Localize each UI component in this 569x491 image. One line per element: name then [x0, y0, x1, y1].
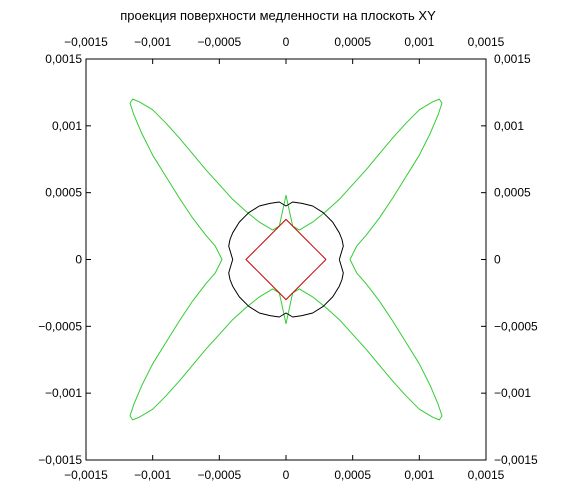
x-tick-label-bottom: 0,0015 — [468, 468, 505, 482]
plot-frame — [85, 58, 487, 461]
y-tick-label-right: −0,0005 — [494, 319, 538, 333]
y-tick-label-right: −0,001 — [494, 386, 531, 400]
x-tick-label-top: 0,0005 — [334, 35, 371, 49]
x-tick-label-bottom: 0 — [283, 468, 290, 482]
x-tick-label-top: −0,0015 — [64, 35, 108, 49]
y-tick-label-left: −0,0005 — [38, 319, 82, 333]
y-tick-label-left: 0,0015 — [45, 52, 82, 66]
y-tick-label-right: 0,0005 — [494, 186, 531, 200]
y-tick-label-left: −0,0015 — [38, 453, 82, 467]
tick-labels-layer: −0,0015−0,0015−0,001−0,001−0,0005−0,0005… — [38, 35, 538, 482]
y-tick-label-left: 0 — [75, 253, 82, 267]
series-line-1 — [129, 98, 443, 421]
y-tick-label-left: −0,001 — [45, 386, 82, 400]
y-tick-label-right: −0,0015 — [494, 453, 538, 467]
ticks-layer — [85, 58, 487, 461]
x-tick-label-bottom: −0,001 — [134, 468, 171, 482]
y-tick-label-left: 0,0005 — [45, 186, 82, 200]
y-tick-label-right: 0,001 — [494, 119, 524, 133]
x-tick-label-top: 0 — [283, 35, 290, 49]
x-tick-label-top: 0,001 — [404, 35, 434, 49]
chart-title: проекция поверхности медленности на плос… — [120, 8, 436, 23]
x-tick-label-bottom: 0,0005 — [334, 468, 371, 482]
x-tick-label-bottom: 0,001 — [404, 468, 434, 482]
y-tick-label-right: 0 — [494, 253, 501, 267]
x-tick-label-bottom: −0,0005 — [197, 468, 241, 482]
x-tick-label-top: 0,0015 — [468, 35, 505, 49]
series-line-3 — [245, 218, 327, 301]
y-tick-label-right: 0,0015 — [494, 52, 531, 66]
y-tick-label-left: 0,001 — [52, 119, 82, 133]
x-tick-label-top: −0,001 — [134, 35, 171, 49]
series-layer — [129, 98, 443, 421]
x-tick-label-bottom: −0,0015 — [64, 468, 108, 482]
x-tick-label-top: −0,0005 — [197, 35, 241, 49]
series-line-2 — [228, 201, 344, 318]
